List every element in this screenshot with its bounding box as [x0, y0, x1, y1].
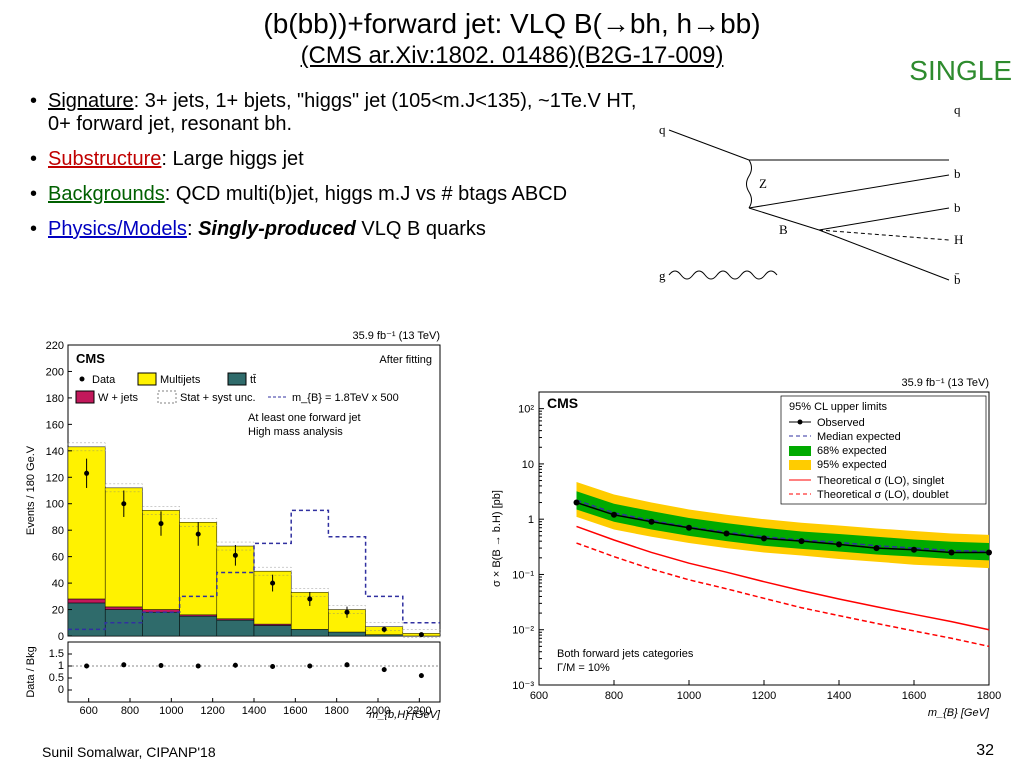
svg-text:0.5: 0.5 [49, 672, 64, 684]
page-subtitle: (CMS ar.Xiv:1802. 01486)(B2G-17-009) [0, 42, 1024, 70]
svg-text:After fitting: After fitting [379, 354, 432, 366]
svg-text:1800: 1800 [324, 705, 348, 717]
svg-text:Data / Bkg: Data / Bkg [25, 646, 37, 697]
svg-text:1: 1 [58, 660, 64, 672]
footer-author: Sunil Somalwar, CIPANP'18 [42, 744, 216, 760]
svg-text:Stat + syst unc.: Stat + syst unc. [180, 392, 256, 404]
bullet-physics: Physics/Models: Singly-produced VLQ B qu… [30, 218, 650, 241]
svg-text:35.9 fb⁻¹ (13 TeV): 35.9 fb⁻¹ (13 TeV) [901, 377, 989, 389]
svg-text:Observed: Observed [817, 417, 865, 429]
svg-text:0: 0 [58, 631, 64, 643]
svg-text:80: 80 [52, 525, 64, 537]
svg-text:120: 120 [46, 472, 64, 484]
svg-text:220: 220 [46, 340, 64, 352]
svg-text:20: 20 [52, 605, 64, 617]
svg-text:1400: 1400 [827, 690, 851, 702]
svg-text:b: b [954, 200, 961, 215]
svg-text:1.5: 1.5 [49, 648, 64, 660]
svg-text:m_{b,H} [GeV]: m_{b,H} [GeV] [369, 709, 441, 720]
svg-text:High mass analysis: High mass analysis [248, 426, 343, 438]
left-histogram: 0 20 40 60 80 100 120 140 160 180 200 220 35.9 fb⁻¹ … [20, 325, 450, 720]
svg-text:CMS: CMS [547, 395, 578, 411]
svg-text:At least one forward jet: At least one forward jet [248, 412, 361, 424]
svg-text:0: 0 [58, 684, 64, 696]
svg-text:1200: 1200 [752, 690, 776, 702]
svg-text:Multijets: Multijets [160, 374, 201, 386]
svg-text:H: H [954, 232, 963, 247]
svg-text:Theoretical σ (LO), singlet: Theoretical σ (LO), singlet [817, 475, 944, 487]
svg-text:180: 180 [46, 393, 64, 405]
svg-text:200: 200 [46, 366, 64, 378]
svg-text:1000: 1000 [159, 705, 183, 717]
svg-text:1000: 1000 [677, 690, 701, 702]
bullet-signature: Signature: 3+ jets, 1+ bjets, "higgs" je… [30, 90, 650, 136]
svg-text:W + jets: W + jets [98, 392, 139, 404]
svg-text:b̄: b̄ [954, 272, 961, 287]
svg-text:10⁻³: 10⁻³ [512, 680, 534, 692]
svg-text:10²: 10² [518, 404, 534, 416]
svg-text:95% expected: 95% expected [817, 459, 887, 471]
svg-text:1800: 1800 [977, 690, 1001, 702]
svg-text:q: q [659, 122, 666, 137]
single-tag: SINGLE [909, 55, 1012, 87]
svg-text:95% CL upper limits: 95% CL upper limits [789, 401, 888, 413]
svg-text:1200: 1200 [200, 705, 224, 717]
svg-text:σ × B(B → b.H) [pb]: σ × B(B → b.H) [pb] [491, 490, 503, 587]
svg-text:g: g [659, 268, 666, 283]
svg-text:40: 40 [52, 578, 64, 590]
feynman-diagram: q q Z b B b H b̄ g [659, 100, 1009, 300]
page-title: (b(bb))+forward jet: VLQ B(→bh, h→bb) [0, 0, 1024, 40]
page-number: 32 [976, 742, 994, 760]
svg-text:Both forward jets categories: Both forward jets categories [557, 648, 694, 660]
svg-text:CMS: CMS [76, 351, 105, 366]
right-limitplot: 6008001000120014001600180010⁻³10⁻²10⁻¹11… [484, 370, 1004, 720]
svg-text:800: 800 [121, 705, 139, 717]
svg-text:35.9 fb⁻¹ (13 TeV): 35.9 fb⁻¹ (13 TeV) [352, 330, 440, 342]
bullet-substructure: Substructure: Large higgs jet [30, 148, 650, 171]
svg-text:Data: Data [92, 374, 116, 386]
svg-text:800: 800 [605, 690, 623, 702]
svg-text:b: b [954, 166, 961, 181]
svg-text:60: 60 [52, 552, 64, 564]
svg-text:Theoretical σ (LO), doublet: Theoretical σ (LO), doublet [817, 489, 949, 501]
bullet-list: Signature: 3+ jets, 1+ bjets, "higgs" je… [30, 90, 650, 241]
svg-text:68% expected: 68% expected [817, 445, 887, 457]
svg-text:600: 600 [79, 705, 97, 717]
svg-text:10⁻²: 10⁻² [512, 625, 534, 637]
svg-text:160: 160 [46, 419, 64, 431]
svg-text:Median expected: Median expected [817, 431, 901, 443]
svg-text:B: B [779, 222, 788, 237]
bullet-backgrounds: Backgrounds: QCD multi(b)jet, higgs m.J … [30, 183, 650, 206]
svg-text:Events / 180 Ge.V: Events / 180 Ge.V [25, 445, 37, 535]
svg-text:q: q [954, 102, 961, 117]
svg-text:m_{B} [GeV]: m_{B} [GeV] [928, 707, 990, 719]
svg-text:100: 100 [46, 499, 64, 511]
svg-text:Z: Z [759, 176, 767, 191]
svg-text:1: 1 [528, 514, 534, 526]
svg-text:10⁻¹: 10⁻¹ [512, 569, 534, 581]
svg-text:140: 140 [46, 446, 64, 458]
svg-text:Γ/M = 10%: Γ/M = 10% [557, 662, 610, 674]
svg-text:1600: 1600 [283, 705, 307, 717]
svg-text:10: 10 [522, 459, 534, 471]
svg-text:1400: 1400 [242, 705, 266, 717]
svg-text:tt̄: tt̄ [250, 374, 256, 386]
svg-text:m_{B} = 1.8TeV x 500: m_{B} = 1.8TeV x 500 [292, 392, 399, 404]
svg-text:1600: 1600 [902, 690, 926, 702]
